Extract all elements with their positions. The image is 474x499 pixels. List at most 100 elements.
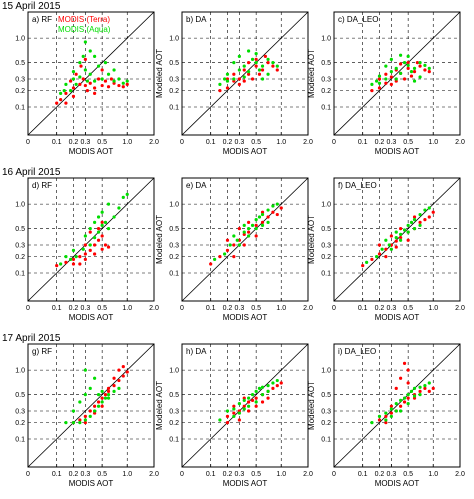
point-6-terra-16 — [377, 243, 382, 247]
point-5-aqua-4 — [242, 230, 246, 234]
y-tick-label-6-0: 0.1 — [321, 270, 331, 277]
x-tick-label-4-3: 0.3 — [81, 305, 91, 312]
point-2-terra-16 — [247, 61, 251, 65]
point-1-aqua-1 — [71, 77, 76, 81]
point-9-aqua-0 — [370, 421, 374, 425]
x-tick-label-6-6: 2.0 — [455, 305, 465, 312]
point-3-aqua-10 — [427, 66, 431, 70]
point-7-aqua-4 — [88, 414, 92, 418]
point-9-terra-14 — [394, 386, 398, 390]
point-2-aqua-19 — [242, 75, 246, 79]
point-1-aqua-25 — [112, 68, 116, 72]
y-tick-label-2-1: 0.2 — [169, 88, 179, 95]
point-6-terra-3 — [384, 247, 388, 251]
y-tick-label-5-2: 0.3 — [169, 242, 179, 249]
y-tick-label-7-1: 0.2 — [15, 420, 25, 427]
point-4-terra-10 — [106, 245, 111, 249]
point-1-terra-25 — [125, 82, 129, 86]
point-6-aqua-4 — [394, 236, 398, 240]
point-8-terra-9 — [271, 386, 275, 390]
point-9-aqua-7 — [406, 393, 410, 397]
x-tick-label-9-6: 2.0 — [455, 471, 465, 478]
point-4-aqua-16 — [83, 234, 87, 238]
point-4-aqua-12 — [121, 195, 125, 199]
point-8-aqua-17 — [242, 407, 246, 411]
point-3-terra-14 — [377, 86, 382, 90]
point-1-terra-2 — [71, 86, 76, 90]
point-2-terra-8 — [271, 64, 275, 68]
point-3-terra-11 — [402, 77, 407, 81]
point-2-aqua-8 — [266, 57, 270, 61]
point-8-terra-19 — [279, 381, 283, 385]
point-1-terra-21 — [79, 64, 83, 68]
point-4-terra-1 — [64, 260, 68, 264]
point-1-aqua-3 — [83, 68, 87, 72]
point-6-terra-15 — [406, 238, 410, 242]
y-tick-label-7-2: 0.3 — [15, 408, 25, 415]
x-tick-label-8-3: 0.3 — [235, 471, 245, 478]
point-6-terra-5 — [394, 239, 398, 243]
x-tick-label-9-0: 0 — [332, 471, 336, 478]
point-5-terra-16 — [260, 210, 265, 214]
point-7-aqua-5 — [93, 409, 97, 413]
y-tick-label-8-2: 0.3 — [169, 408, 179, 415]
point-2-terra-5 — [254, 64, 258, 68]
point-8-terra-16 — [260, 400, 265, 404]
point-7-terra-15 — [106, 386, 111, 390]
point-7-aqua-18 — [100, 389, 104, 393]
point-8-aqua-12 — [275, 378, 279, 383]
point-2-aqua-4 — [242, 64, 246, 68]
point-7-aqua-20 — [106, 396, 111, 400]
y-tick-label-6-1: 0.2 — [321, 254, 331, 261]
y-tick-label-4-4: 1.0 — [15, 202, 25, 209]
x-axis-label-2: MODIS AOT — [223, 147, 268, 156]
panel-label-4: d) RF — [32, 181, 52, 190]
point-8-aqua-9 — [260, 385, 265, 389]
point-5-terra-13 — [247, 220, 251, 224]
row-title-16-april: 16 April 2015 — [2, 167, 61, 178]
x-tick-label-9-5: 1.0 — [428, 471, 438, 478]
point-4-aqua-9 — [106, 227, 111, 231]
point-2-aqua-10 — [275, 64, 279, 68]
point-2-aqua-17 — [257, 68, 262, 72]
panel-9: 0 0.1 0.2 0.3 0.5 1.0 2.00.10.20.30.51.0MODIS … — [307, 343, 465, 488]
one-to-one-line-2 — [181, 11, 309, 136]
y-tick-label-9-3: 0.5 — [321, 392, 331, 399]
point-8-terra-4 — [247, 400, 251, 404]
point-1-terra-5 — [88, 81, 92, 85]
y-tick-label-6-4: 1.0 — [321, 202, 331, 209]
point-8-aqua-18 — [260, 393, 265, 397]
point-2-terra-4 — [247, 72, 251, 76]
point-3-terra-1 — [384, 72, 388, 76]
point-6-aqua-14 — [399, 238, 403, 242]
y-tick-label-5-3: 0.5 — [169, 226, 179, 233]
y-axis-label-3: Modeled AOT — [307, 49, 316, 98]
point-1-terra-19 — [64, 101, 68, 105]
point-8-terra-15 — [242, 396, 246, 400]
point-4-aqua-6 — [96, 230, 101, 234]
point-5-aqua-5 — [247, 227, 251, 231]
point-2-aqua-20 — [225, 79, 230, 83]
point-3-aqua-0 — [370, 82, 374, 86]
panel-label-9: i) DA_LEO — [338, 347, 376, 356]
point-5-aqua-10 — [266, 208, 270, 212]
point-3-aqua-18 — [412, 79, 417, 83]
point-3-terra-15 — [370, 89, 374, 93]
point-1-terra-7 — [100, 83, 104, 88]
x-tick-label-5-0: 0 — [180, 305, 184, 312]
point-1-aqua-2 — [78, 75, 82, 79]
point-2-aqua-14 — [232, 61, 236, 65]
point-8-terra-0 — [225, 414, 230, 418]
point-7-aqua-6 — [96, 404, 101, 408]
panel-1: 0 0.1 0.2 0.3 0.5 1.0 2.00.10.20.30.51.0MODIS … — [15, 11, 159, 156]
panel-label-7: g) RF — [32, 347, 52, 356]
point-6-terra-14 — [384, 255, 388, 259]
point-3-terra-12 — [409, 74, 414, 78]
x-axis-label-8: MODIS AOT — [223, 479, 268, 488]
point-9-aqua-11 — [423, 384, 427, 388]
x-tick-label-7-6: 2.0 — [149, 471, 159, 478]
point-3-aqua-7 — [412, 66, 417, 70]
point-5-aqua-19 — [242, 223, 246, 227]
point-4-aqua-8 — [103, 220, 108, 224]
point-4-terra-9 — [103, 243, 108, 247]
